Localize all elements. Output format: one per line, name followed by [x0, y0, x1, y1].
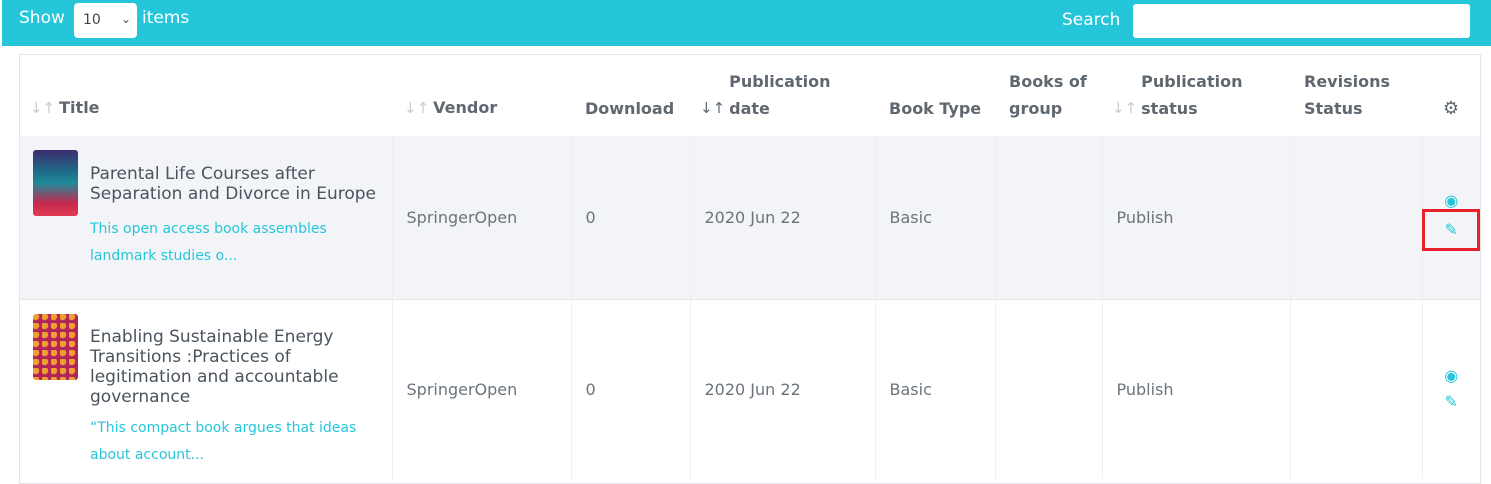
sort-icon: ↓↑ [404, 99, 430, 117]
vendor-cell: SpringerOpen [391, 136, 571, 299]
edit-icon[interactable]: ✎ [1444, 392, 1458, 412]
column-header-download: Download [571, 55, 690, 136]
vendor-cell: SpringerOpen [391, 298, 571, 479]
page-size-value: 10 [83, 12, 101, 28]
header-label: Vendor [433, 98, 498, 117]
search-label: Search [1062, 10, 1121, 30]
header-label: Revisions Status [1304, 72, 1390, 118]
book-description[interactable]: This open access book assembles landmark… [90, 221, 327, 264]
book-type-cell: Basic [874, 136, 995, 299]
column-header-publication-status[interactable]: ↓↑ Publication status [1102, 55, 1290, 136]
header-label: Download [585, 99, 675, 118]
download-cell: 0 [570, 136, 690, 299]
publication-date-cell: 2020 Jun 22 [689, 136, 875, 299]
book-cover-image [33, 150, 78, 216]
search-input[interactable] [1133, 4, 1470, 38]
revisions-status-cell [1289, 298, 1422, 479]
edit-icon[interactable]: ✎ [1422, 209, 1481, 252]
table-row: Parental Life Courses after Separation a… [20, 136, 1481, 299]
header-label: Book Type [889, 99, 982, 118]
header-label: Title [59, 98, 100, 117]
books-of-group-cell [994, 136, 1102, 299]
header-label: Publication status [1141, 72, 1243, 118]
table-row: Enabling Sustainable Energy Transitions … [20, 298, 1480, 479]
page-size-select[interactable]: 10 ⌄ [74, 3, 137, 38]
column-header-vendor[interactable]: ↓↑ Vendor [392, 55, 571, 136]
header-label: Publication date [729, 72, 831, 118]
column-header-publication-date[interactable]: ↓↑ Publication date [690, 55, 875, 136]
gears-icon: ⚙ [1442, 98, 1460, 119]
chevron-down-icon: ⌄ [120, 12, 131, 26]
view-eye-icon[interactable]: ◉ [1444, 191, 1459, 211]
books-of-group-cell [994, 298, 1102, 479]
column-header-book-type: Book Type [875, 55, 995, 136]
table-toolbar: Show 10 ⌄ items Search [2, 0, 1491, 46]
revisions-status-cell [1289, 136, 1422, 299]
column-header-books-of-group: Books of group [995, 55, 1102, 136]
items-label: items [142, 8, 190, 28]
books-table: ↓↑ Title ↓↑ Vendor Download ↓↑ Publication … [19, 54, 1481, 484]
book-title[interactable]: Enabling Sustainable Energy Transitions … [90, 326, 339, 407]
publication-status-cell: Publish [1101, 136, 1290, 299]
column-header-title[interactable]: ↓↑ Title [20, 55, 392, 136]
header-label: Books of group [1009, 72, 1087, 118]
sort-icon: ↓↑ [1112, 99, 1138, 117]
book-title[interactable]: Parental Life Courses after Separation a… [90, 164, 377, 204]
column-header-revisions-status: Revisions Status [1290, 55, 1422, 136]
book-cover-image [33, 313, 78, 380]
view-eye-icon[interactable]: ◉ [1444, 366, 1459, 386]
publication-date-cell: 2020 Jun 22 [689, 298, 875, 479]
book-description[interactable]: “This compact book argues that ideas abo… [90, 419, 357, 463]
publication-status-cell: Publish [1101, 298, 1290, 479]
download-cell: 0 [570, 298, 690, 479]
show-label: Show [19, 8, 65, 28]
sort-icon: ↓↑ [700, 99, 726, 117]
book-type-cell: Basic [874, 298, 995, 479]
sort-icon: ↓↑ [30, 99, 56, 117]
